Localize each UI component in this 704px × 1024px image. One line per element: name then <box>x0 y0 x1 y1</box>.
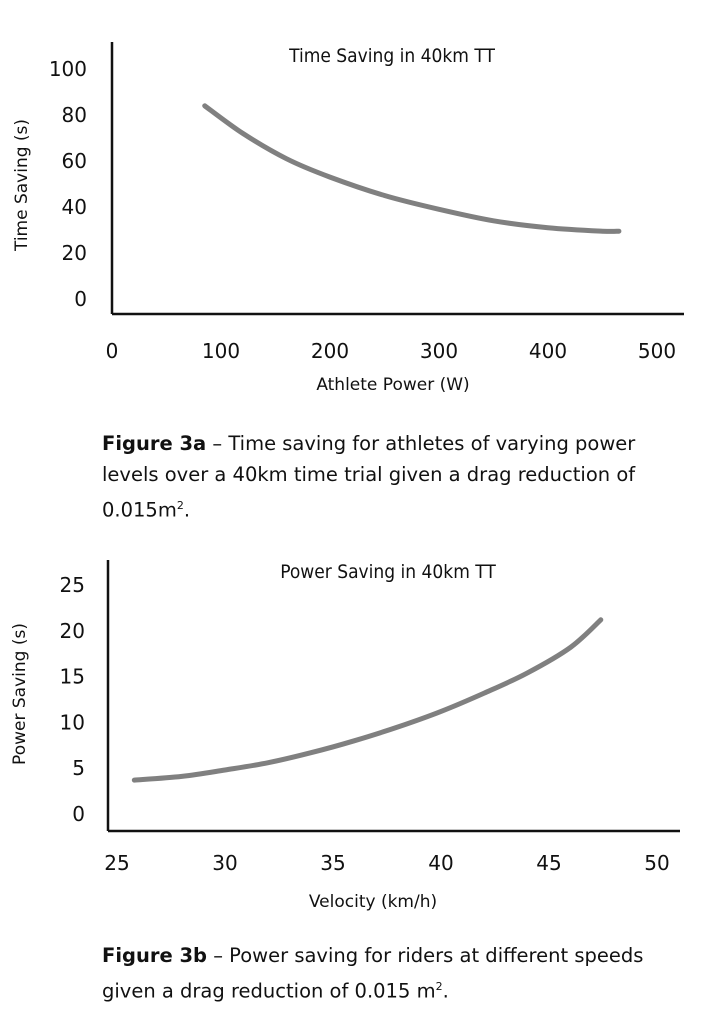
y-axis-label: Power Saving (s) <box>10 623 30 765</box>
x-tick-label: 30 <box>212 851 237 875</box>
caption-superscript: 2 <box>176 499 184 512</box>
caption-end: . <box>442 979 449 1003</box>
x-axis-label: Athlete Power (W) <box>316 375 469 395</box>
series-line <box>202 103 622 234</box>
x-tick-label: 0 <box>106 339 119 363</box>
y-tick-label: 10 <box>60 710 85 734</box>
chart-title: Power Saving in 40km TT <box>280 561 496 583</box>
caption-text: – Power saving for riders at different s… <box>102 944 644 1003</box>
series-line <box>131 617 604 783</box>
y-tick-label: 15 <box>60 665 85 689</box>
x-tick-label: 40 <box>428 851 453 875</box>
caption-text: – Time saving for athletes of varying po… <box>102 432 636 522</box>
caption-label: Figure 3b <box>102 944 208 967</box>
y-tick-label: 25 <box>60 573 85 597</box>
chart-power-saving: 25 30 35 40 45 50 0 5 10 15 20 25 Power Saving in 40… <box>10 560 680 912</box>
x-tick-label: 200 <box>311 339 349 363</box>
y-tick-label: 60 <box>62 149 87 173</box>
y-tick-label: 5 <box>72 756 85 780</box>
y-tick-label: 20 <box>62 241 87 265</box>
figure-3b-caption: Figure 3b – Power saving for riders at d… <box>102 940 662 1007</box>
x-axis-label: Velocity (km/h) <box>309 892 437 912</box>
chart-time-saving: 0 100 200 300 400 500 0 20 40 60 80 100 Time Saving … <box>12 42 684 395</box>
y-tick-label: 80 <box>62 103 87 127</box>
y-tick-label: 100 <box>49 57 87 81</box>
x-tick-label: 25 <box>104 851 129 875</box>
y-tick-label: 0 <box>74 287 87 311</box>
x-tick-label: 50 <box>644 851 669 875</box>
y-tick-label: 20 <box>60 619 85 643</box>
y-tick-label: 0 <box>72 802 85 826</box>
x-tick-label: 400 <box>529 339 567 363</box>
x-tick-label: 100 <box>202 339 240 363</box>
x-tick-label: 35 <box>320 851 345 875</box>
x-tick-label: 300 <box>420 339 458 363</box>
chart-title: Time Saving in 40km TT <box>288 45 495 67</box>
caption-label: Figure 3a <box>102 432 207 455</box>
y-axis-label: Time Saving (s) <box>12 119 32 252</box>
figure-3a-caption: Figure 3a – Time saving for athletes of … <box>102 428 662 526</box>
x-tick-label: 45 <box>536 851 561 875</box>
x-tick-label: 500 <box>638 339 676 363</box>
y-tick-label: 40 <box>62 195 87 219</box>
caption-superscript: 2 <box>435 980 443 993</box>
caption-end: . <box>183 498 191 522</box>
